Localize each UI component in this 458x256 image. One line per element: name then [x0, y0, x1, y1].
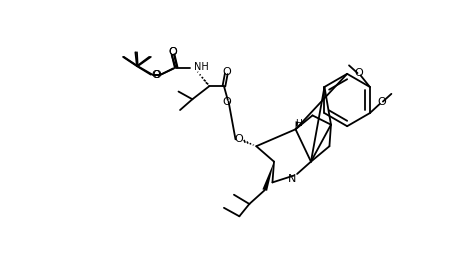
Text: O: O	[377, 97, 386, 106]
Text: O: O	[354, 68, 363, 78]
Polygon shape	[295, 121, 299, 129]
Text: O: O	[234, 134, 243, 144]
Text: NH: NH	[194, 62, 209, 72]
Text: O: O	[153, 70, 161, 80]
Polygon shape	[262, 162, 274, 191]
Text: O: O	[223, 97, 231, 107]
Text: O: O	[168, 47, 177, 57]
Text: N: N	[288, 174, 297, 184]
Text: O: O	[152, 70, 161, 80]
Text: O: O	[222, 67, 231, 77]
Text: O: O	[168, 47, 177, 57]
Text: H: H	[295, 119, 302, 128]
